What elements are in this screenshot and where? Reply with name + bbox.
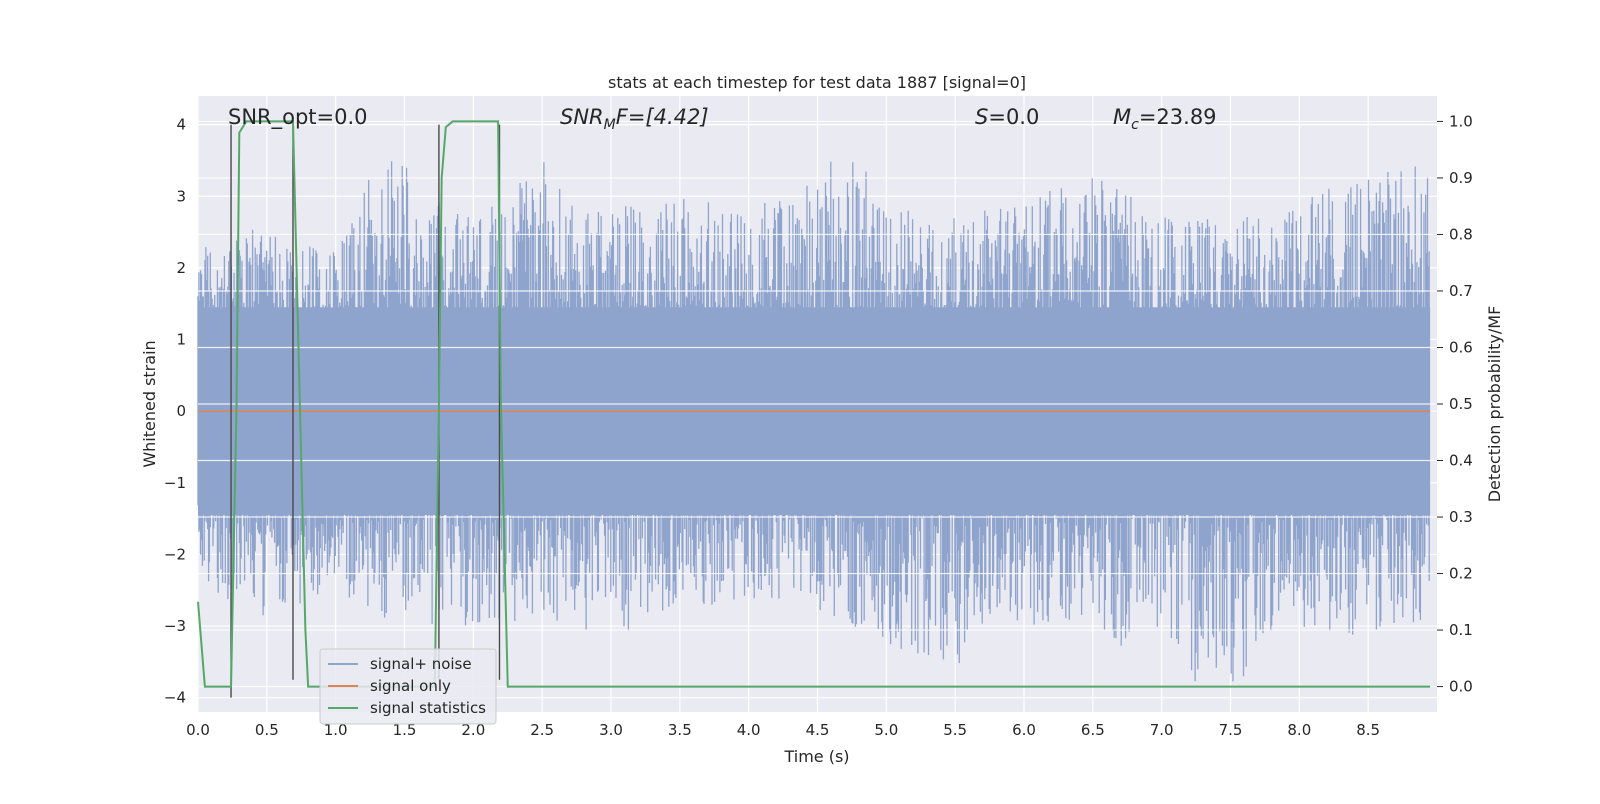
legend-box: [319, 648, 497, 725]
annotation-snr-mf: SNRMF=[4.42]: [560, 105, 709, 133]
x-tick-label: 4.0: [737, 721, 761, 739]
x-tick-label: 2.5: [530, 721, 554, 739]
y-right-axis-label: Detection probability/MF: [1485, 306, 1504, 503]
x-tick-label: 1.0: [324, 721, 348, 739]
y-left-tick-label: 0: [176, 402, 186, 420]
y-left-axis-label: Whitened strain: [140, 340, 159, 467]
y-right-tick-label: 0.7: [1449, 282, 1473, 300]
noise-spikes: [197, 161, 1430, 682]
snr-mf-rest: F=[4.42]: [616, 105, 709, 129]
x-tick-label: 6.5: [1081, 721, 1105, 739]
s-rest: =0.0: [988, 105, 1039, 129]
legend: signal+ noise signal only signal statist…: [319, 648, 497, 725]
x-tick-label: 2.0: [461, 721, 485, 739]
legend-label-signal-noise: signal+ noise: [370, 655, 472, 673]
x-tick-label: 4.5: [806, 721, 830, 739]
y-left-tick-label: −3: [164, 617, 186, 635]
y-right-tick-label: 0.2: [1449, 565, 1473, 583]
y-left-tick-label: −4: [164, 689, 186, 707]
mc-subscript: c: [1131, 117, 1139, 133]
x-tick-label: 6.0: [1012, 721, 1036, 739]
y-right-tick-labels: 1.0 0.9 0.8 0.7 0.6 0.5 0.4 0.3 0.2 0.1 0.0: [1437, 112, 1473, 696]
x-tick-label: 1.5: [393, 721, 417, 739]
y-left-tick-label: −1: [164, 474, 186, 492]
x-tick-label: 3.0: [599, 721, 623, 739]
y-right-tick-label: 0.8: [1449, 225, 1473, 243]
snr-mf-symbol: SNR: [560, 105, 604, 129]
signal-statistics-line: [197, 120, 1431, 688]
x-axis-label: Time (s): [783, 747, 849, 766]
legend-label-signal-only: signal only: [370, 677, 451, 695]
y-right-tick-label: 0.0: [1449, 678, 1473, 696]
y-right-tick-label: 0.6: [1449, 338, 1473, 356]
mc-symbol: M: [1113, 105, 1131, 129]
s-symbol: S: [975, 105, 988, 129]
y-right-tick-label: 0.1: [1449, 621, 1473, 639]
legend-label-signal-statistics: signal statistics: [370, 699, 486, 717]
x-tick-label: 5.0: [874, 721, 898, 739]
x-tick-labels: 0.0 0.5 1.0 1.5 2.0 2.5 3.0 3.5 4.0 4.5 5.0 5.5 6.0 6…: [186, 721, 1380, 739]
y-left-tick-labels: 4 3 2 1 0 −1 −2 −3 −4: [164, 116, 186, 707]
y-right-tick-label: 0.3: [1449, 508, 1473, 526]
y-right-tick-label: 0.4: [1449, 452, 1473, 470]
y-right-tick-label: 1.0: [1449, 112, 1473, 130]
mc-rest: =23.89: [1139, 105, 1217, 129]
y-left-tick-label: 3: [176, 187, 186, 205]
chart-title: stats at each timestep for test data 188…: [608, 73, 1026, 92]
annotation-snr-opt: SNR_opt=0.0: [228, 105, 368, 130]
y-left-tick-label: −2: [164, 545, 186, 563]
x-tick-label: 8.5: [1356, 721, 1380, 739]
series-signal-statistics: [197, 120, 1431, 688]
x-tick-label: 8.0: [1287, 721, 1311, 739]
x-tick-label: 3.5: [668, 721, 692, 739]
x-tick-label: 0.0: [186, 721, 210, 739]
annotation-s: S=0.0: [975, 105, 1039, 129]
y-left-tick-label: 2: [176, 259, 186, 277]
y-left-tick-label: 4: [176, 116, 186, 134]
y-right-tick-label: 0.9: [1449, 169, 1473, 187]
x-tick-label: 7.5: [1219, 721, 1243, 739]
x-tick-label: 5.5: [943, 721, 967, 739]
x-tick-label: 0.5: [255, 721, 279, 739]
annotation-mc: Mc=23.89: [1113, 105, 1217, 133]
snr-mf-subscript: M: [604, 117, 616, 133]
y-right-tick-label: 0.5: [1449, 395, 1473, 413]
x-tick-label: 7.0: [1150, 721, 1174, 739]
y-left-tick-label: 1: [176, 331, 186, 349]
